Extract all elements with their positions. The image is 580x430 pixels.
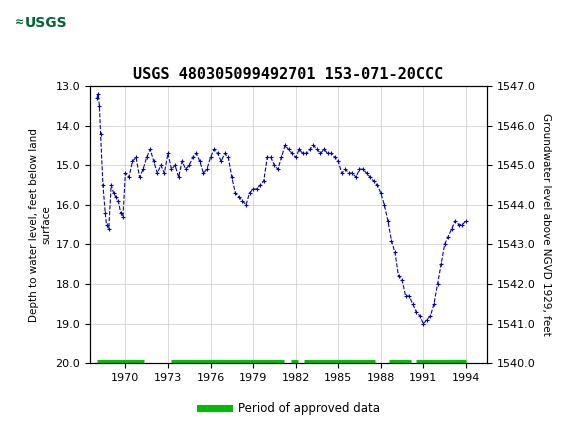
Y-axis label: Groundwater level above NGVD 1929, feet: Groundwater level above NGVD 1929, feet <box>541 113 552 336</box>
FancyBboxPatch shape <box>6 3 87 42</box>
Y-axis label: Depth to water level, feet below land
surface: Depth to water level, feet below land su… <box>29 128 51 322</box>
Text: ≈: ≈ <box>14 17 24 27</box>
Title: USGS 480305099492701 153-071-20CCC: USGS 480305099492701 153-071-20CCC <box>133 67 444 82</box>
Text: USGS: USGS <box>25 15 68 30</box>
Legend: Period of approved data: Period of approved data <box>195 397 385 420</box>
